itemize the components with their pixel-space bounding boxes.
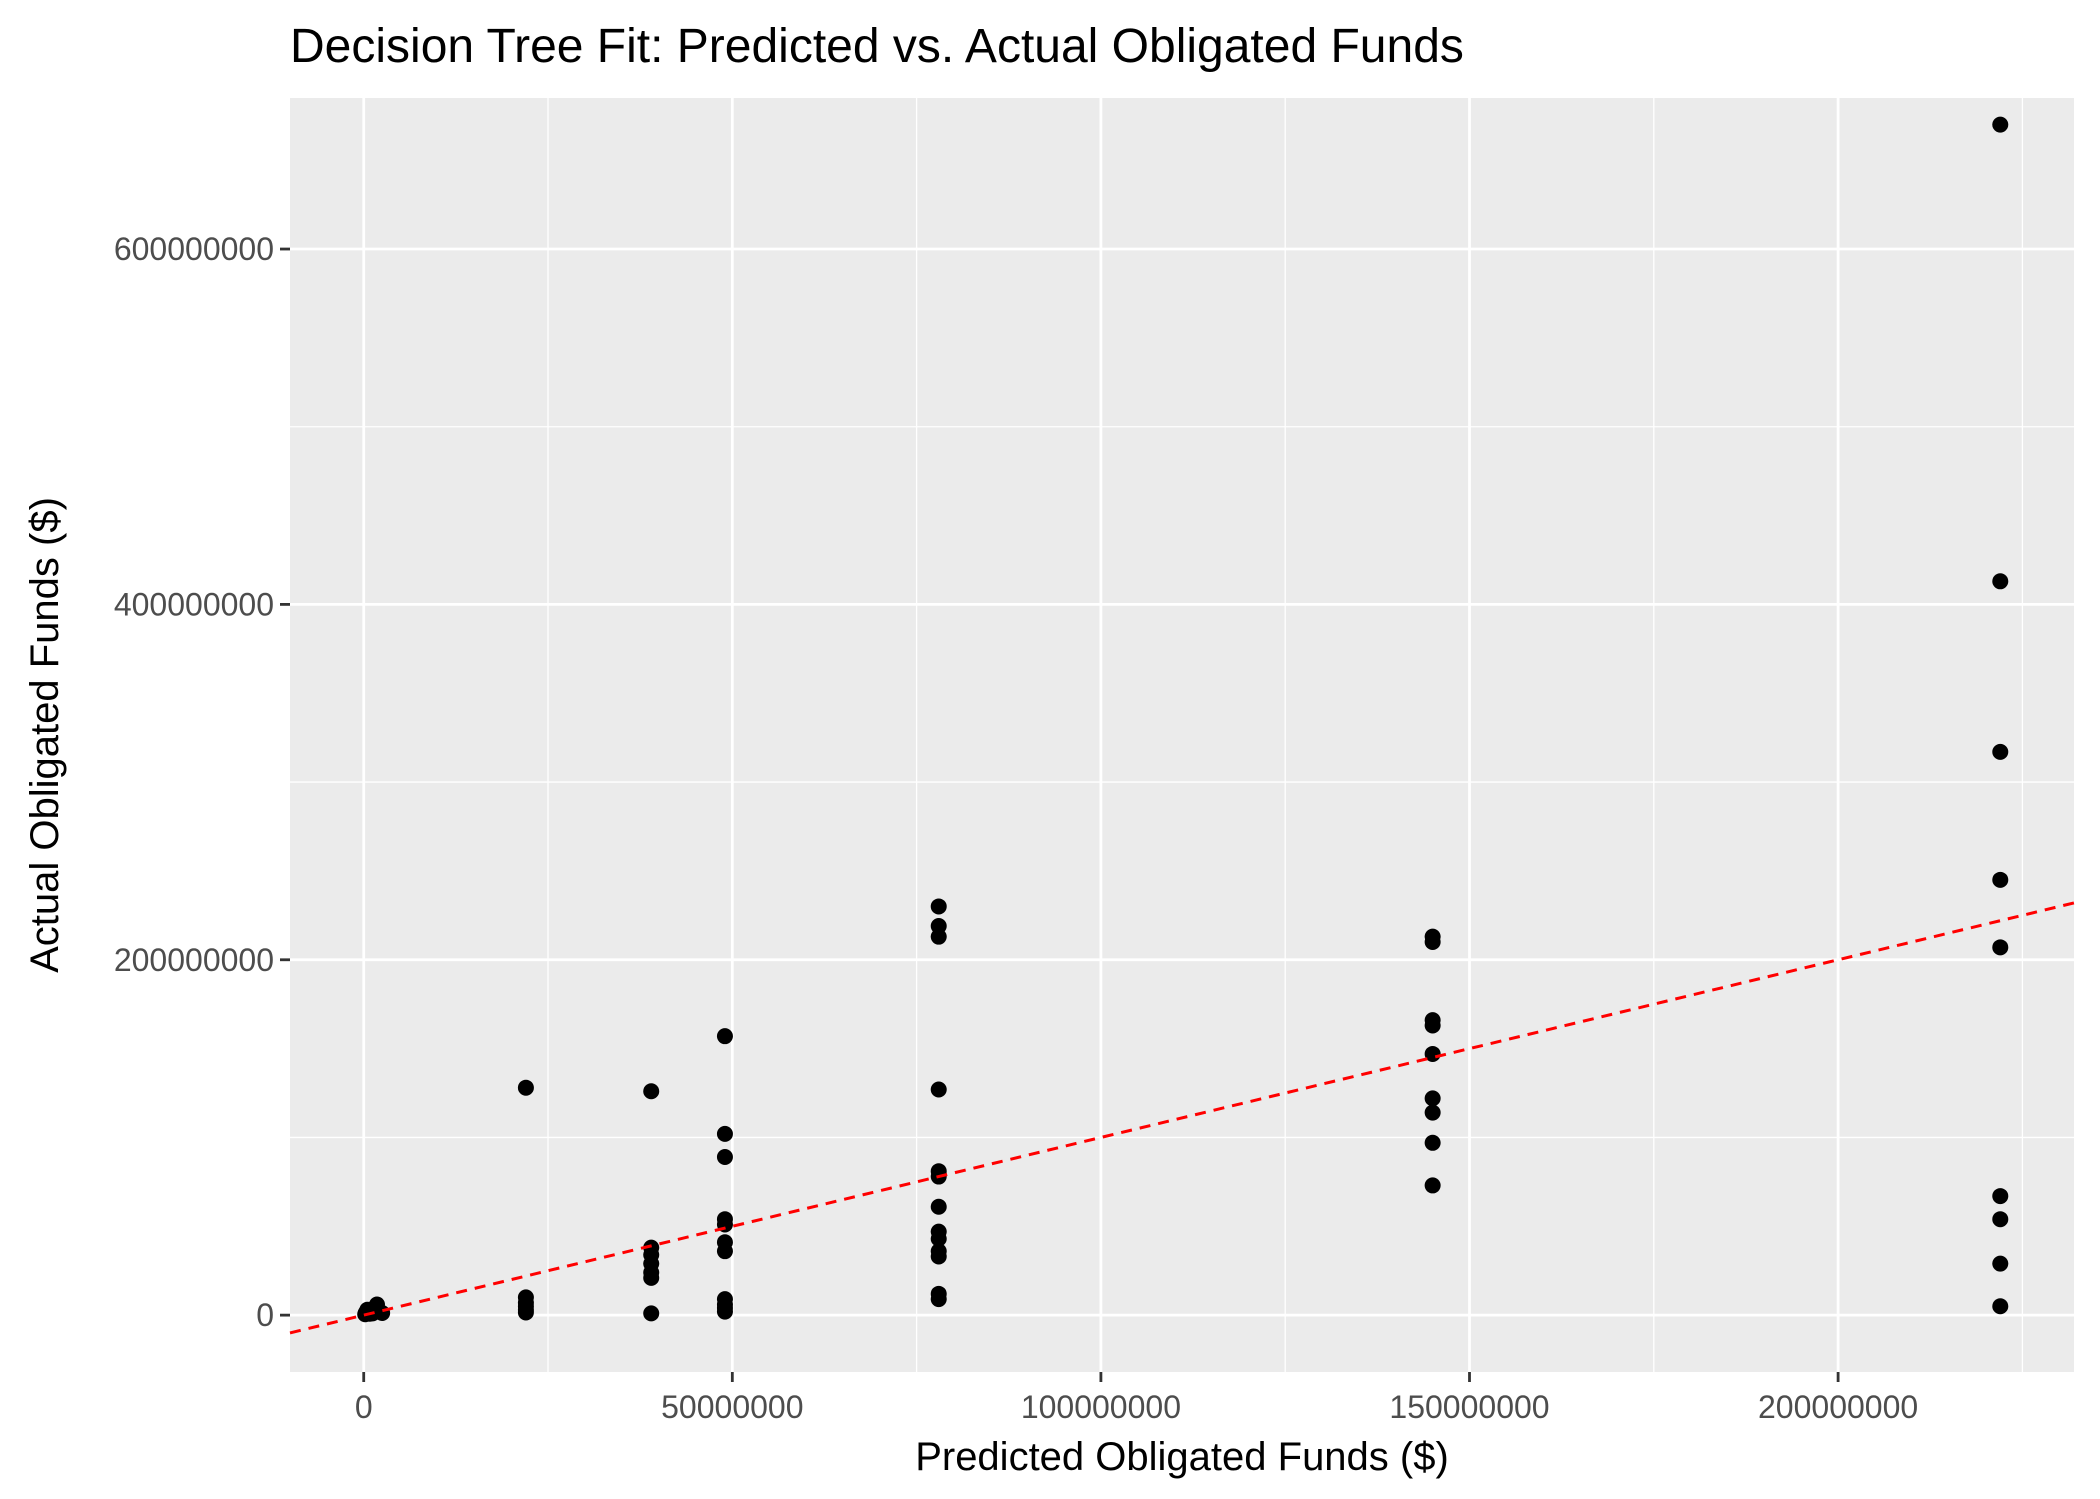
data-point — [643, 1083, 660, 1100]
data-point — [930, 928, 947, 945]
data-point — [1992, 116, 2009, 133]
data-point — [1992, 1211, 2009, 1228]
minor-gridlines — [290, 98, 2074, 1372]
data-point — [1992, 1255, 2009, 1272]
data-point — [930, 1081, 947, 1098]
data-point — [930, 1198, 947, 1215]
x-tick-label: 200000000 — [1758, 1389, 1918, 1425]
data-point — [930, 1248, 947, 1265]
data-point — [1992, 743, 2009, 760]
x-tick-label: 50000000 — [661, 1389, 803, 1425]
data-point — [930, 898, 947, 915]
y-tick-label: 600000000 — [114, 231, 274, 267]
data-point — [716, 1243, 733, 1260]
data-point — [1992, 1188, 2009, 1205]
data-point — [716, 1303, 733, 1320]
y-axis-title: Actual Obligated Funds ($) — [23, 497, 67, 973]
data-point — [643, 1305, 660, 1322]
y-tick-label: 200000000 — [114, 942, 274, 978]
data-point — [716, 1149, 733, 1166]
major-gridlines — [290, 98, 2074, 1372]
reference-line — [289, 901, 2075, 1335]
data-point — [1992, 871, 2009, 888]
data-point — [930, 1291, 947, 1308]
x-axis: 0 50000000 100000000 150000000 200000000 — [355, 1372, 1918, 1425]
data-point — [930, 1230, 947, 1247]
data-point — [643, 1269, 660, 1286]
y-tick-label: 0 — [256, 1297, 274, 1333]
plot-panel — [290, 98, 2074, 1372]
data-point — [1992, 1298, 2009, 1315]
x-tick-label: 0 — [355, 1389, 373, 1425]
x-tick-label: 150000000 — [1389, 1389, 1549, 1425]
data-point — [1992, 573, 2009, 590]
data-point — [716, 1125, 733, 1142]
data-point — [1424, 1090, 1441, 1107]
data-point — [716, 1028, 733, 1045]
data-point — [1424, 1134, 1441, 1151]
y-axis: 0 200000000 400000000 600000000 — [114, 231, 290, 1333]
data-point — [517, 1304, 534, 1321]
data-point — [1424, 1177, 1441, 1194]
x-axis-title: Predicted Obligated Funds ($) — [915, 1435, 1449, 1479]
data-point — [517, 1079, 534, 1096]
data-points — [357, 116, 2009, 1323]
data-point — [1424, 1017, 1441, 1034]
data-point — [1424, 934, 1441, 951]
data-point — [374, 1305, 391, 1322]
data-point — [1992, 939, 2009, 956]
x-tick-label: 100000000 — [1021, 1389, 1181, 1425]
chart-title: Decision Tree Fit: Predicted vs. Actual … — [290, 20, 1464, 73]
data-point — [1424, 1104, 1441, 1121]
y-tick-label: 400000000 — [114, 586, 274, 622]
